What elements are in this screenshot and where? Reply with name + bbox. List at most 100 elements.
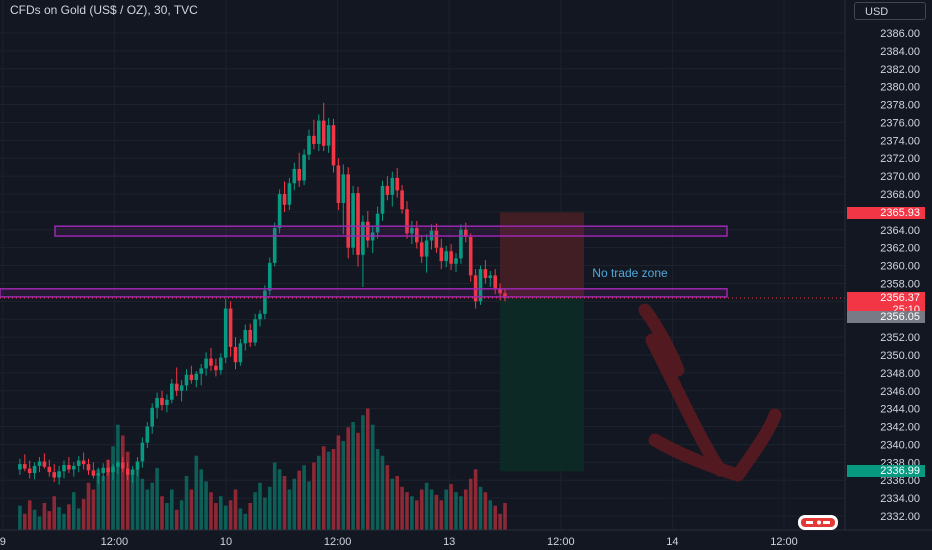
volume-bar xyxy=(263,497,267,530)
volume-bar xyxy=(194,455,199,530)
volume-bar xyxy=(145,489,150,530)
price-tick-label: 2376.00 xyxy=(880,117,920,129)
candle-body xyxy=(478,269,483,302)
candle-body xyxy=(243,329,248,344)
candle-body xyxy=(341,174,346,203)
candle-body xyxy=(145,426,150,443)
candle-body xyxy=(268,262,272,291)
candle-body xyxy=(150,407,154,427)
candle-body xyxy=(375,213,380,233)
candle-body xyxy=(27,468,32,474)
volume-bar xyxy=(400,486,404,530)
volume-bar xyxy=(219,496,223,530)
candle-body xyxy=(424,240,429,257)
candle-body xyxy=(336,165,341,203)
volume-bar xyxy=(238,508,243,530)
resistance-zone-rectangle[interactable] xyxy=(54,225,728,237)
candle-body xyxy=(488,275,493,279)
candle-body xyxy=(361,221,365,255)
candle-body xyxy=(346,174,350,248)
volume-bar xyxy=(449,484,453,530)
volume-bar xyxy=(405,492,409,530)
volume-bar xyxy=(72,492,76,530)
price-tick-label: 2382.00 xyxy=(880,64,920,76)
time-tick-label: 12:00 xyxy=(547,536,575,548)
volume-bar xyxy=(258,482,262,530)
position-stop-area[interactable] xyxy=(500,212,584,299)
price-tick-label: 2364.00 xyxy=(880,225,920,237)
candle-body xyxy=(503,293,507,299)
candle-body xyxy=(96,473,101,476)
volume-bar xyxy=(346,427,350,530)
candle-body xyxy=(86,464,91,471)
candle-body xyxy=(179,385,184,391)
candle-body xyxy=(380,185,385,214)
support-zone-rectangle[interactable] xyxy=(0,288,728,298)
candle-body xyxy=(444,251,448,262)
price-tick-label: 2334.00 xyxy=(880,493,920,505)
volume-bar xyxy=(415,500,419,530)
candle-body xyxy=(37,461,42,466)
volume-bar xyxy=(125,451,130,530)
no-trade-zone-label: No trade zone xyxy=(592,266,668,280)
volume-bar xyxy=(23,513,27,530)
candle-body xyxy=(111,466,115,473)
volume-bar xyxy=(282,476,287,530)
candle-body xyxy=(184,374,189,386)
candle-body xyxy=(390,177,395,195)
time-tick-label: 12:00 xyxy=(324,536,352,548)
volume-bar xyxy=(140,478,145,530)
volume-bar xyxy=(228,500,233,530)
volume-bar xyxy=(380,455,385,530)
candle-body xyxy=(317,120,321,144)
volume-bar xyxy=(214,503,218,530)
volume-bar xyxy=(493,505,497,530)
volume-bar xyxy=(160,496,164,530)
volume-bar xyxy=(366,408,370,530)
candle-body xyxy=(307,135,311,155)
price-tick-label: 2384.00 xyxy=(880,46,920,58)
candle-body xyxy=(101,467,105,474)
volume-bar xyxy=(464,489,468,530)
candle-body xyxy=(223,308,228,358)
volume-bar xyxy=(454,492,458,530)
volume-bar xyxy=(488,500,493,530)
volume-bar xyxy=(253,492,257,530)
volume-bar xyxy=(204,481,208,530)
candle-body xyxy=(326,125,331,146)
time-scale[interactable] xyxy=(0,530,932,550)
time-tick-label: 13 xyxy=(443,536,455,548)
hand-drawn-arrow[interactable] xyxy=(638,303,782,482)
symbol-title[interactable]: CFDs on Gold (US$ / OZ), 30, TVC xyxy=(10,3,198,17)
volume-bar xyxy=(121,435,125,530)
position-target-area[interactable] xyxy=(500,298,584,472)
candle-body xyxy=(282,194,287,205)
price-tick-label: 2368.00 xyxy=(880,189,920,201)
volume-bar xyxy=(361,415,365,530)
price-tag-target-value: 2336.99 xyxy=(880,465,920,477)
price-tag-target: 2336.99 xyxy=(847,465,925,477)
candle-body xyxy=(366,221,370,241)
candle-body xyxy=(395,177,399,191)
currency-button[interactable]: USD xyxy=(854,2,926,20)
candle-body xyxy=(272,227,277,263)
candle-body xyxy=(62,465,66,472)
price-tick-label: 2358.00 xyxy=(880,278,920,290)
tradingview-logo-icon[interactable] xyxy=(798,515,838,530)
volume-bar xyxy=(52,496,56,530)
position-tool[interactable] xyxy=(500,212,584,472)
candle-body xyxy=(405,209,409,234)
candle-body xyxy=(130,469,135,475)
price-scale[interactable] xyxy=(845,0,932,550)
price-tick-label: 2362.00 xyxy=(880,243,920,255)
price-tick-label: 2344.00 xyxy=(880,404,920,416)
time-tick-label: 12:00 xyxy=(770,536,798,548)
zone-layer[interactable] xyxy=(0,225,728,298)
candle-body xyxy=(67,465,71,470)
volume-bar xyxy=(165,503,169,530)
price-tag-stop: 2365.93 xyxy=(847,207,925,219)
volume-bar xyxy=(473,469,478,530)
price-tick-label: 2378.00 xyxy=(880,100,920,112)
